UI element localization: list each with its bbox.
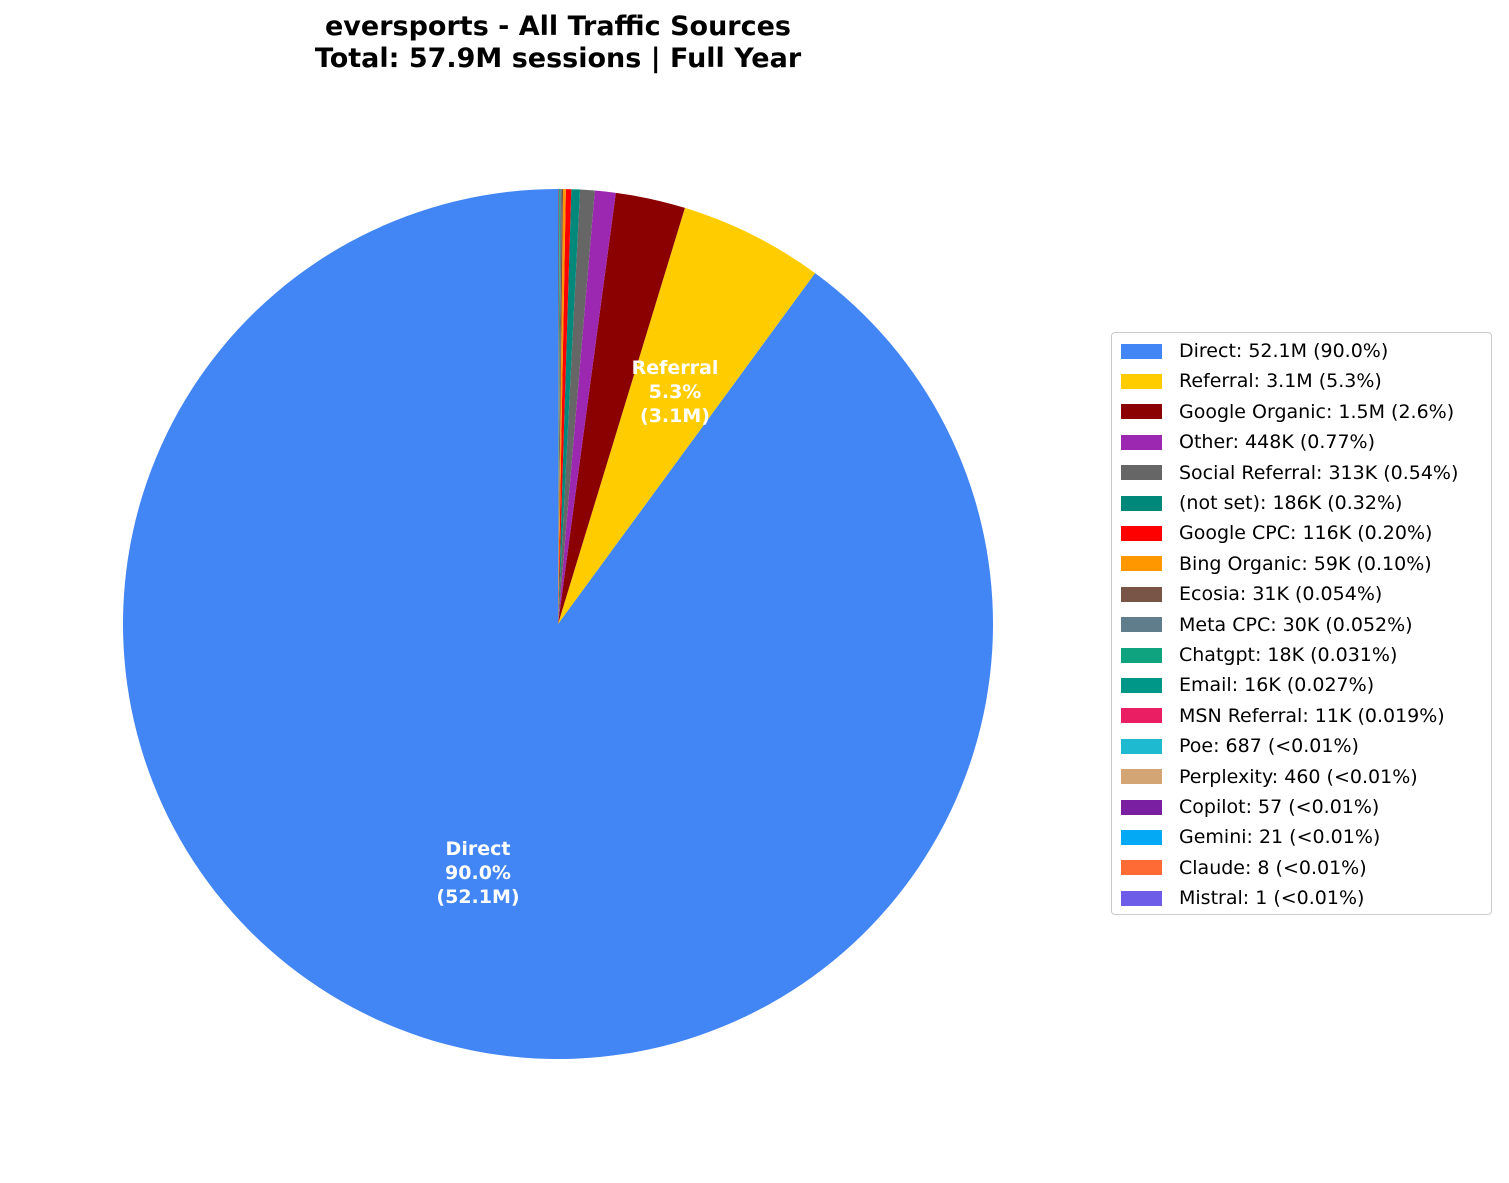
legend-label: Copilot: 57 (<0.01%): [1179, 796, 1380, 818]
slice-label-direct: Direct 90.0% (52.1M): [398, 837, 558, 909]
legend-swatch: [1121, 525, 1162, 541]
legend-item: Poe: 687 (<0.01%): [1121, 731, 1359, 761]
pie-slice: [558, 189, 566, 624]
pie-slice: [558, 189, 581, 624]
legend-label: Google CPC: 116K (0.20%): [1179, 522, 1433, 545]
legend-item: Referral: 3.1M (5.3%): [1121, 366, 1382, 396]
chart-legend: Direct: 52.1M (90.0%) Referral: 3.1M (5.3…: [1111, 332, 1492, 915]
legend-item: Meta CPC: 30K (0.052%): [1121, 610, 1413, 640]
legend-swatch: [1121, 677, 1162, 693]
chart-subtitle: Total: 57.9M sessions | Full Year: [314, 43, 802, 74]
legend-item: Mistral: 1 (<0.01%): [1121, 883, 1364, 913]
legend-label: Referral: 3.1M (5.3%): [1179, 370, 1382, 393]
legend-swatch: [1121, 373, 1162, 389]
pie-slice: [558, 189, 561, 624]
legend-item: Gemini: 21 (<0.01%): [1121, 822, 1380, 852]
slice-label-value: (3.1M): [640, 405, 710, 427]
pie-slice: [558, 189, 562, 624]
legend-label: Meta CPC: 30K (0.052%): [1179, 613, 1413, 636]
legend-swatch: [1121, 586, 1162, 602]
legend-swatch: [1121, 343, 1162, 359]
legend-label: Email: 16K (0.027%): [1179, 674, 1375, 697]
legend-item: Social Referral: 313K (0.54%): [1121, 458, 1458, 488]
slice-label-referral: Referral 5.3% (3.1M): [595, 356, 755, 428]
legend-swatch: [1121, 769, 1162, 785]
legend-label: MSN Referral: 11K (0.019%): [1179, 704, 1445, 727]
legend-item: Bing Organic: 59K (0.10%): [1121, 549, 1432, 579]
legend-label: Claude: 8 (<0.01%): [1179, 856, 1367, 879]
legend-swatch: [1121, 465, 1162, 481]
pie-slice: [558, 189, 559, 624]
legend-item: Chatgpt: 18K (0.031%): [1121, 640, 1397, 670]
slice-label-percent: 5.3%: [648, 381, 702, 403]
legend-swatch: [1121, 708, 1162, 724]
legend-label: Chatgpt: 18K (0.031%): [1179, 644, 1398, 666]
legend-label: Gemini: 21 (<0.01%): [1179, 826, 1381, 849]
legend-swatch: [1121, 434, 1162, 450]
legend-swatch: [1121, 556, 1162, 572]
legend-swatch: [1121, 829, 1162, 845]
slice-label-name: Referral: [631, 357, 719, 379]
legend-item: Email: 16K (0.027%): [1121, 670, 1374, 700]
legend-item: Copilot: 57 (<0.01%): [1121, 792, 1379, 822]
legend-label: Google Organic: 1.5M (2.6%): [1179, 400, 1455, 423]
pie-slice: [558, 189, 595, 625]
chart-title: eversports - All Traffic Sources: [324, 11, 791, 42]
pie-slice: [558, 189, 572, 624]
slice-label-value: (52.1M): [436, 886, 520, 908]
legend-swatch: [1121, 890, 1162, 906]
legend-item: Google Organic: 1.5M (2.6%): [1121, 397, 1454, 427]
slice-label-percent: 90.0%: [445, 862, 511, 884]
legend-swatch: [1121, 617, 1162, 633]
legend-label: Bing Organic: 59K (0.10%): [1179, 552, 1432, 575]
legend-swatch: [1121, 799, 1162, 815]
legend-item: MSN Referral: 11K (0.019%): [1121, 701, 1445, 731]
legend-item: (not set): 186K (0.32%): [1121, 488, 1402, 518]
legend-item: Other: 448K (0.77%): [1121, 427, 1375, 457]
legend-swatch: [1121, 404, 1162, 420]
legend-item: Direct: 52.1M (90.0%): [1121, 336, 1388, 366]
legend-label: Social Referral: 313K (0.54%): [1179, 461, 1459, 484]
legend-swatch: [1121, 647, 1162, 663]
pie-chart: [123, 188, 994, 1060]
pie-slice: [123, 189, 994, 1060]
legend-label: Direct: 52.1M (90.0%): [1179, 340, 1389, 362]
legend-swatch: [1121, 738, 1162, 754]
legend-label: Other: 448K (0.77%): [1179, 431, 1376, 454]
pie-slice: [558, 189, 560, 625]
legend-label: Poe: 687 (<0.01%): [1179, 735, 1359, 758]
legend-item: Perplexity: 460 (<0.01%): [1121, 762, 1418, 792]
pie-slice: [558, 207, 816, 624]
legend-item: Claude: 8 (<0.01%): [1121, 853, 1367, 883]
slice-label-name: Direct: [445, 838, 511, 860]
legend-label: Mistral: 1 (<0.01%): [1179, 887, 1365, 910]
legend-label: Perplexity: 460 (<0.01%): [1179, 765, 1418, 788]
legend-swatch: [1121, 860, 1162, 876]
legend-item: Google CPC: 116K (0.20%): [1121, 518, 1432, 548]
pie-slice: [558, 189, 564, 624]
pie-slice: [558, 190, 616, 624]
legend-label: Ecosia: 31K (0.054%): [1179, 583, 1383, 606]
pie-slice: [558, 192, 685, 625]
legend-label: (not set): 186K (0.32%): [1179, 492, 1403, 514]
legend-item: Ecosia: 31K (0.054%): [1121, 579, 1382, 609]
legend-swatch: [1121, 495, 1162, 511]
